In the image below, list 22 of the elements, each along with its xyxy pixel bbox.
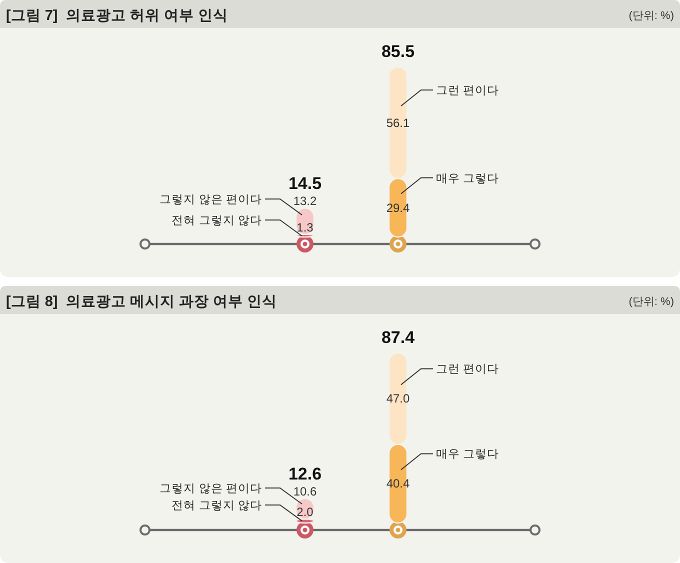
text: 매우 그렇다	[436, 172, 500, 185]
data-label: 2.0	[296, 505, 314, 520]
text: [그림 8] 의료광고 메시지 과장 여부 인식	[6, 294, 277, 310]
text: 전혀 그렇지 않다	[172, 214, 262, 227]
data-label: 1.3	[296, 220, 314, 234]
text: 그렇지 않은 편이다	[160, 194, 262, 206]
data-label: 56.1	[386, 116, 410, 130]
text: (단위: %)	[628, 296, 674, 308]
data-label: 10.6	[293, 484, 317, 498]
text: [그림 7] 의료광고 허위 여부 인식	[6, 8, 228, 24]
total-label: 87.4	[381, 328, 416, 347]
text: 그렇지 않은 편이다	[160, 483, 262, 496]
text: (단위: %)	[628, 10, 674, 22]
text: 전혀 그렇지 않다	[172, 500, 262, 512]
data-label: 13.2	[293, 194, 317, 208]
text: 그런 편이다	[436, 85, 500, 98]
data-label: 47.0	[386, 392, 410, 406]
total-label: 14.5	[288, 174, 322, 194]
total-label: 12.6	[288, 464, 322, 484]
text: 매우 그렇다	[436, 448, 500, 461]
total-label: 85.5	[381, 42, 415, 61]
text: 그런 편이다	[436, 364, 500, 376]
